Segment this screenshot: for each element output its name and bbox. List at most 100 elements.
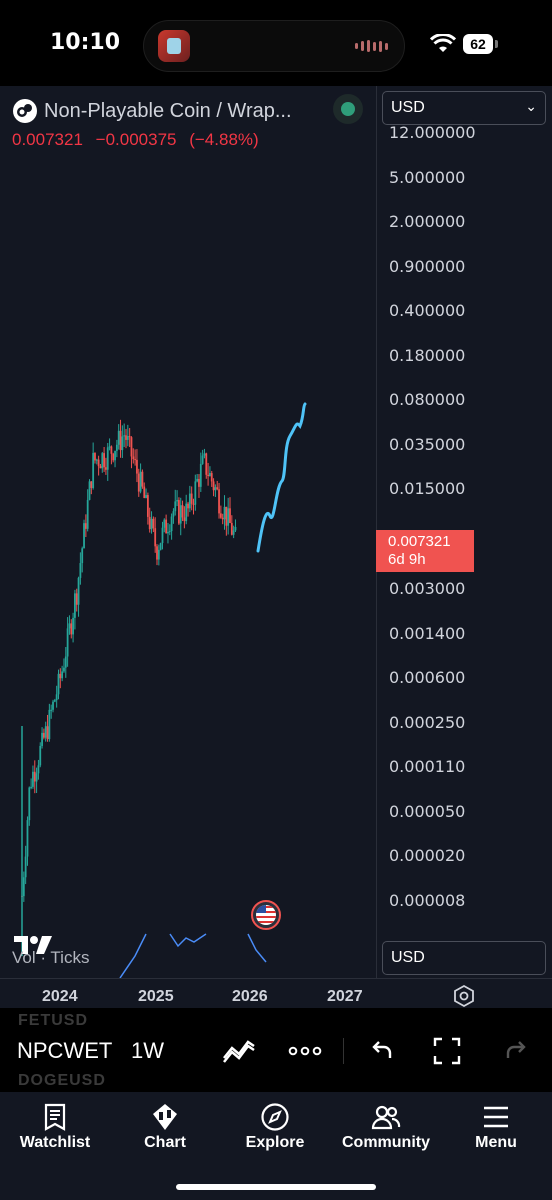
symbol-title: Non-Playable Coin / Wrap... <box>44 99 292 122</box>
candle-body <box>26 820 29 857</box>
candle-body <box>156 546 158 560</box>
adjacent-symbol-above[interactable]: FETUSD <box>18 1012 88 1029</box>
currency-select-bottom[interactable]: USD <box>382 941 546 975</box>
symbol-header[interactable]: Non-Playable Coin / Wrap... <box>12 98 292 124</box>
candle-body <box>219 513 222 518</box>
tab-chart[interactable]: Chart <box>110 1092 220 1162</box>
candle-body <box>42 732 45 738</box>
candle-body <box>201 455 204 464</box>
candle-body <box>77 577 80 605</box>
candle-body <box>86 499 89 529</box>
candle-body <box>74 593 76 618</box>
candle-body <box>157 549 160 560</box>
candle-body <box>55 694 58 701</box>
candle-body <box>212 481 215 491</box>
candle-body <box>68 623 71 629</box>
candle-body <box>28 787 31 821</box>
dynamic-island[interactable] <box>143 20 405 72</box>
last-price-tag: 0.007321 6d 9h <box>376 530 474 572</box>
time-axis-label: 2025 <box>138 988 174 1005</box>
candle-body <box>210 473 213 482</box>
tab-menu[interactable]: Menu <box>441 1092 551 1162</box>
candle-body <box>194 481 197 505</box>
candle-body <box>53 700 56 702</box>
candle-body <box>159 543 162 550</box>
candle-body <box>84 523 87 529</box>
candle-body <box>126 436 129 440</box>
volume-series <box>119 933 267 978</box>
candle-body <box>75 593 78 605</box>
price-chart[interactable] <box>0 86 376 978</box>
candle-body <box>165 519 168 534</box>
candle-body <box>90 481 93 488</box>
candle-body <box>114 450 116 461</box>
candle-body <box>132 456 135 460</box>
candle-body <box>152 518 155 529</box>
candle-body <box>123 435 126 437</box>
candle-body <box>46 726 49 740</box>
tradingview-logo-icon <box>14 936 52 954</box>
chart-type-icon[interactable] <box>222 1036 256 1066</box>
app-activity-icon <box>158 30 190 62</box>
volume-indicator-label[interactable]: Vol · Ticks <box>12 948 90 967</box>
time-axis-label: 2027 <box>327 988 363 1005</box>
candle-body <box>145 495 147 498</box>
time-axis-divider <box>0 978 552 979</box>
tab-watchlist[interactable]: Watchlist <box>0 1092 110 1162</box>
candle-body <box>128 436 131 438</box>
candle-body <box>59 673 62 679</box>
candle-body <box>199 463 202 487</box>
candle-body <box>154 528 157 547</box>
chart-icon <box>153 1104 177 1130</box>
undo-icon[interactable] <box>368 1036 398 1066</box>
candle-body <box>150 518 153 530</box>
candle-body <box>225 506 228 526</box>
adjacent-symbol-below[interactable]: DOGEUSD <box>18 1072 106 1089</box>
us-flag-event-icon[interactable] <box>251 900 281 930</box>
toolbar-separator <box>343 1038 344 1064</box>
more-options-icon[interactable] <box>288 1036 322 1066</box>
candle-body <box>196 478 199 482</box>
candle-body <box>94 452 96 461</box>
price-axis-label: 0.000600 <box>389 668 466 687</box>
tab-explore[interactable]: Explore <box>220 1092 330 1162</box>
candle-body <box>110 446 113 454</box>
market-status-icon[interactable] <box>333 94 363 124</box>
candle-body <box>70 623 73 635</box>
community-icon <box>371 1105 401 1130</box>
currency-select-top[interactable]: USD ⌄ <box>382 91 546 125</box>
price-axis-label: 0.000250 <box>389 712 466 732</box>
candle-body <box>48 709 51 740</box>
redo-icon[interactable] <box>500 1036 530 1066</box>
price-axis-label: 0.000050 <box>389 801 466 821</box>
candle-body <box>216 487 219 490</box>
candle-body <box>179 505 182 524</box>
candle-body <box>205 453 208 475</box>
price-axis-label: 0.035000 <box>389 434 466 454</box>
chart-area[interactable]: Non-Playable Coin / Wrap... 0.007321 −0.… <box>0 86 552 1008</box>
candle-body <box>30 786 33 788</box>
candle-body <box>108 446 111 448</box>
candle-body <box>148 516 151 530</box>
tab-community[interactable]: Community <box>331 1092 441 1162</box>
candle-body <box>41 732 43 746</box>
candle-body <box>170 516 173 532</box>
candle-body <box>209 473 211 477</box>
candle-body <box>214 487 217 491</box>
home-indicator <box>176 1184 376 1190</box>
candle-body <box>187 503 189 509</box>
candle-body <box>168 531 171 533</box>
fullscreen-icon[interactable] <box>432 1036 462 1066</box>
battery-level: 62 <box>463 34 493 54</box>
interval-selector[interactable]: 1W <box>131 1038 164 1063</box>
candle-body <box>218 489 220 514</box>
candle-body <box>50 709 53 711</box>
time-axis-label: 2024 <box>42 988 78 1005</box>
candle-body <box>79 563 82 578</box>
watchlist-icon <box>44 1103 66 1131</box>
candle-body <box>22 877 25 897</box>
candle-body <box>203 453 206 456</box>
symbol-selector[interactable]: NPCWETH <box>17 1038 113 1063</box>
chart-settings-icon[interactable] <box>452 984 476 1008</box>
candle-body <box>121 436 124 451</box>
